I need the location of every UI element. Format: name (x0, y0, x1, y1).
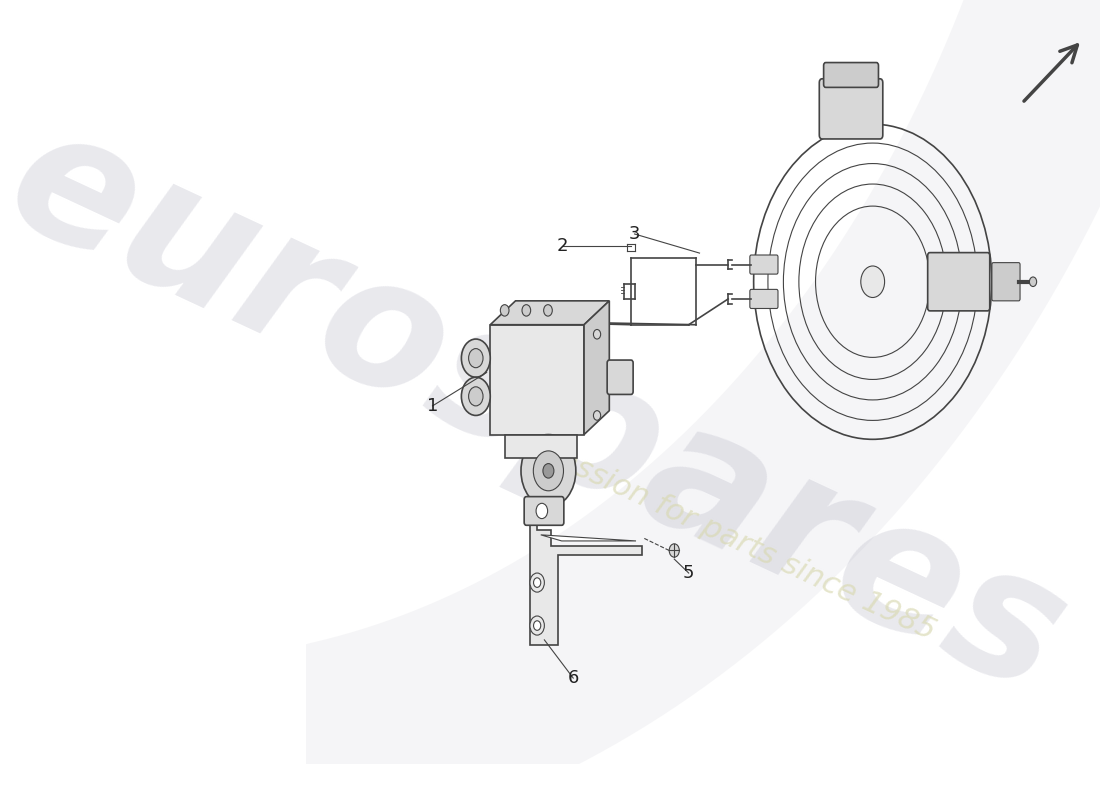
Text: 5: 5 (683, 564, 694, 582)
Circle shape (534, 451, 563, 491)
Polygon shape (530, 521, 641, 645)
Circle shape (530, 573, 544, 592)
Circle shape (521, 434, 575, 507)
FancyBboxPatch shape (824, 62, 879, 87)
FancyBboxPatch shape (491, 325, 584, 434)
Circle shape (536, 503, 548, 518)
Text: 6: 6 (568, 669, 579, 687)
FancyBboxPatch shape (750, 255, 778, 274)
Circle shape (593, 330, 601, 339)
Circle shape (469, 386, 483, 406)
Circle shape (469, 349, 483, 368)
Circle shape (861, 266, 884, 298)
Text: 3: 3 (629, 225, 640, 243)
Text: 1: 1 (427, 397, 438, 415)
FancyBboxPatch shape (525, 497, 564, 526)
Circle shape (1030, 277, 1036, 286)
Text: 2: 2 (557, 238, 569, 255)
Polygon shape (541, 535, 636, 541)
Circle shape (461, 378, 491, 415)
Text: eurospares: eurospares (0, 90, 1091, 731)
Circle shape (669, 544, 680, 557)
Circle shape (534, 578, 541, 587)
Circle shape (461, 339, 491, 378)
Polygon shape (584, 301, 609, 434)
Text: a passion for parts since 1985: a passion for parts since 1985 (509, 424, 939, 646)
Circle shape (543, 463, 554, 478)
FancyBboxPatch shape (927, 253, 990, 311)
Circle shape (543, 305, 552, 316)
Polygon shape (491, 301, 609, 325)
Circle shape (593, 410, 601, 420)
Circle shape (500, 305, 509, 316)
Circle shape (534, 621, 541, 630)
FancyBboxPatch shape (750, 290, 778, 309)
FancyBboxPatch shape (820, 78, 883, 139)
FancyBboxPatch shape (992, 262, 1020, 301)
Polygon shape (505, 434, 576, 458)
Circle shape (530, 616, 544, 635)
Circle shape (522, 305, 530, 316)
FancyBboxPatch shape (607, 360, 634, 394)
